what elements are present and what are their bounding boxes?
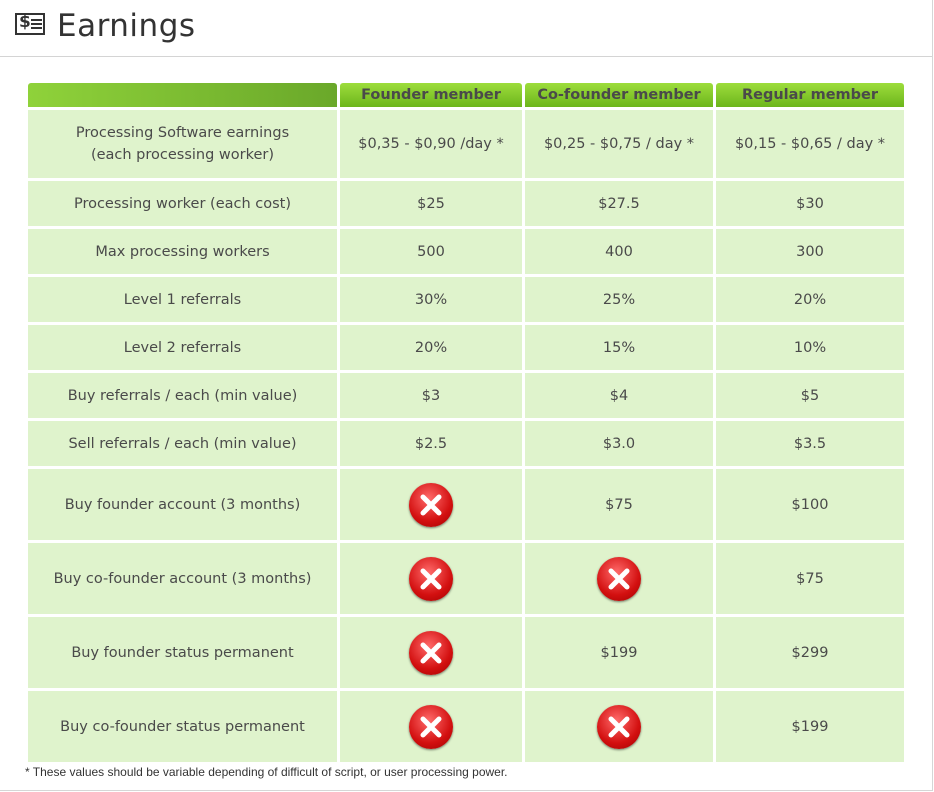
row-label: Buy referrals / each (min value) [28, 373, 337, 418]
row-label-line: Buy co-founder account (3 months) [53, 570, 312, 587]
row-label: Processing worker (each cost) [28, 181, 337, 226]
row-label-line: Processing worker (each cost) [73, 195, 292, 212]
table-row: Level 1 referrals 30% 25% 20% [28, 277, 904, 322]
unavailable-cell [340, 691, 522, 762]
value-cell: $5 [716, 373, 904, 418]
dollar-document-icon: $ [15, 12, 45, 35]
row-label: Buy founder status permanent [28, 617, 337, 688]
value-cell: $75 [716, 543, 904, 614]
table-row: Buy founder account (3 months) $75 $100 [28, 469, 904, 540]
value-cell: $75 [525, 469, 713, 540]
table-row: Processing worker (each cost) $25 $27.5 $30 [28, 181, 904, 226]
row-label-line: Level 2 referrals [123, 339, 242, 356]
row-label-line: Buy co-founder status permanent [60, 718, 305, 735]
value-cell: 400 [525, 229, 713, 274]
value-cell: 500 [340, 229, 522, 274]
row-label: Max processing workers [28, 229, 337, 274]
value-cell: 20% [340, 325, 522, 370]
table-row: Max processing workers 500 400 300 [28, 229, 904, 274]
row-label: Buy co-founder status permanent [28, 691, 337, 762]
row-label-line: Buy founder status permanent [71, 644, 294, 661]
page-header: $ Earnings [0, 0, 932, 57]
red-x-icon [409, 630, 453, 675]
table-row: Processing Software earnings (each proces… [28, 110, 904, 178]
unavailable-cell [525, 691, 713, 762]
value-cell: 300 [716, 229, 904, 274]
row-label: Level 1 referrals [28, 277, 337, 322]
value-cell: $25 [340, 181, 522, 226]
value-cell: $199 [716, 691, 904, 762]
value-cell: $0,35 - $0,90 /day * [340, 110, 522, 178]
red-x-icon [409, 482, 453, 527]
row-label: Sell referrals / each (min value) [28, 421, 337, 466]
value-cell: 25% [525, 277, 713, 322]
value-cell: 30% [340, 277, 522, 322]
value-cell: $299 [716, 617, 904, 688]
red-x-icon [597, 704, 641, 749]
unavailable-cell [340, 543, 522, 614]
value-cell: $27.5 [525, 181, 713, 226]
row-label-line: Max processing workers [95, 243, 270, 260]
unavailable-cell [525, 543, 713, 614]
value-cell: 10% [716, 325, 904, 370]
table-row: Sell referrals / each (min value) $2.5 $3.… [28, 421, 904, 466]
table-row: Buy co-founder status permanent $199 [28, 691, 904, 762]
unavailable-cell [340, 617, 522, 688]
table-row: Level 2 referrals 20% 15% 10% [28, 325, 904, 370]
value-cell: $3.5 [716, 421, 904, 466]
column-header-founder: Founder member [340, 83, 522, 107]
row-label: Level 2 referrals [28, 325, 337, 370]
column-header-co-founder: Co-founder member [525, 83, 713, 107]
value-cell: $0,15 - $0,65 / day * [716, 110, 904, 178]
value-cell: 20% [716, 277, 904, 322]
value-cell: $2.5 [340, 421, 522, 466]
unavailable-cell [340, 469, 522, 540]
red-x-icon [597, 556, 641, 601]
row-label-line: Buy referrals / each (min value) [67, 387, 298, 404]
row-label-line: Buy founder account (3 months) [64, 496, 301, 513]
value-cell: $30 [716, 181, 904, 226]
row-label-line: Sell referrals / each (min value) [68, 435, 297, 452]
value-cell: $0,25 - $0,75 / day * [525, 110, 713, 178]
earnings-table: Founder member Co-founder member Regular… [25, 80, 907, 765]
table-header-row: Founder member Co-founder member Regular… [28, 83, 904, 107]
row-label-line: (each processing worker) [90, 147, 275, 163]
header-corner [28, 83, 337, 107]
red-x-icon [409, 704, 453, 749]
table-row: Buy referrals / each (min value) $3 $4 $5 [28, 373, 904, 418]
table-row: Buy founder status permanent $199 $299 [28, 617, 904, 688]
column-header-regular: Regular member [716, 83, 904, 107]
row-label-line: Processing Software earnings [75, 125, 290, 141]
row-label-line: Level 1 referrals [123, 291, 242, 308]
row-label: Buy founder account (3 months) [28, 469, 337, 540]
value-cell: $4 [525, 373, 713, 418]
footnote: * These values should be variable depend… [25, 765, 508, 779]
table-row: Buy co-founder account (3 months) $75 [28, 543, 904, 614]
value-cell: $199 [525, 617, 713, 688]
value-cell: $100 [716, 469, 904, 540]
value-cell: $3.0 [525, 421, 713, 466]
page-title: Earnings [57, 8, 196, 44]
row-label: Buy co-founder account (3 months) [28, 543, 337, 614]
row-label: Processing Software earnings (each proces… [28, 110, 337, 178]
value-cell: $3 [340, 373, 522, 418]
value-cell: 15% [525, 325, 713, 370]
red-x-icon [409, 556, 453, 601]
